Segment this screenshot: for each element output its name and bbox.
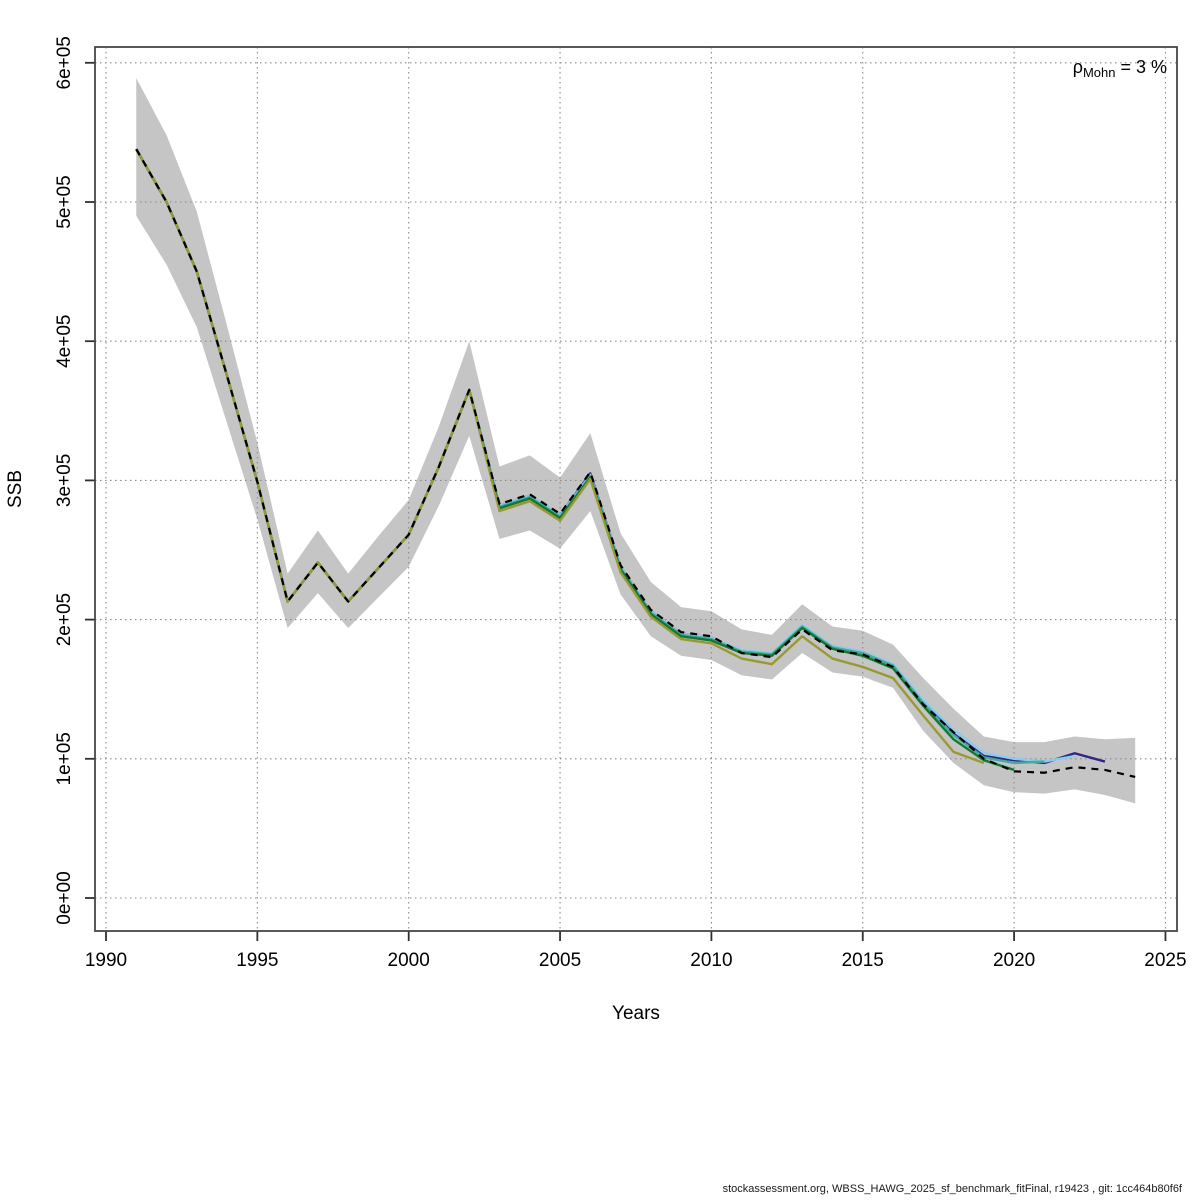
y-tick-label: 6e+05 xyxy=(54,36,75,89)
x-tick-label: 2010 xyxy=(690,950,732,971)
y-tick-label: 3e+05 xyxy=(54,454,75,507)
x-tick-label: 2000 xyxy=(388,950,430,971)
footer-caption: stockassessment.org, WBSS_HAWG_2025_sf_b… xyxy=(722,1183,1182,1195)
x-tick-label: 1995 xyxy=(236,950,278,971)
series-retro-peel-2019-line xyxy=(135,148,985,765)
confidence-band xyxy=(136,78,1136,804)
rho-value: = 3 % xyxy=(1115,57,1167,77)
y-tick-label: 4e+05 xyxy=(54,315,75,368)
y-tick-label: 2e+05 xyxy=(54,593,75,646)
x-tick-label: 1990 xyxy=(85,950,127,971)
series-retro-peel-2022-line xyxy=(135,148,1075,763)
y-tick-label: 0e+00 xyxy=(54,871,75,924)
x-axis-title: Years xyxy=(612,1003,660,1024)
rho-subscript: Mohn xyxy=(1082,65,1116,80)
plot-frame xyxy=(94,46,1178,932)
x-tick-label: 2020 xyxy=(993,950,1035,971)
y-tick-label: 1e+05 xyxy=(54,732,75,785)
x-tick-label: 2005 xyxy=(539,950,581,971)
rho-symbol: ρ xyxy=(1072,57,1083,77)
x-tick-label: 2025 xyxy=(1144,950,1186,971)
series-base-run-line xyxy=(135,148,1136,778)
series-retro-peel-2023-line xyxy=(135,148,1106,765)
y-tick-label: 5e+05 xyxy=(54,175,75,228)
y-axis-title: SSB xyxy=(5,469,26,509)
mohn-rho-annotation: ρMohn = 3 % xyxy=(1073,57,1167,80)
x-tick-label: 2015 xyxy=(842,950,884,971)
